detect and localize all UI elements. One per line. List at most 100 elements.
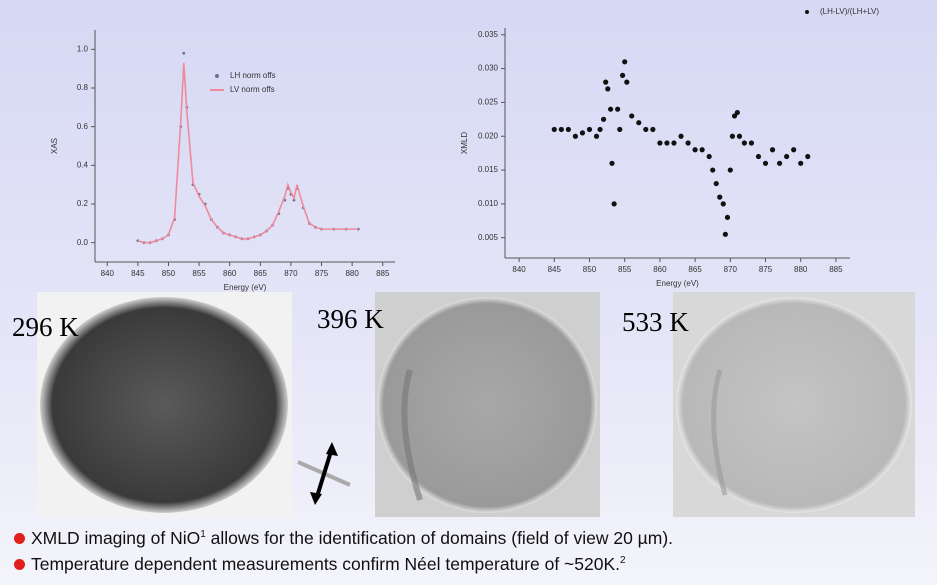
y-tick-label: 0.8 <box>77 83 89 92</box>
data-point <box>724 214 731 221</box>
data-point <box>551 126 557 133</box>
y-tick-label: 0.030 <box>478 64 499 73</box>
data-point <box>748 140 755 146</box>
data-point <box>624 79 630 85</box>
data-point <box>615 106 621 112</box>
figure: 296 K 396 K 533 K 840 845 850 855 860 865 870 8… <box>12 7 915 517</box>
y-tick-label: 0.2 <box>77 199 89 208</box>
data-point <box>805 153 811 160</box>
image-label: 533 K <box>622 307 689 337</box>
data-point <box>609 160 615 166</box>
data-point <box>629 113 635 119</box>
y-tick-label: 0.035 <box>478 30 499 39</box>
data-point <box>611 201 617 207</box>
data-point <box>710 167 716 173</box>
legend-swatch <box>215 74 219 78</box>
x-axis-label: Energy (eV) <box>656 279 699 288</box>
data-point <box>292 198 296 202</box>
data-point <box>664 140 670 146</box>
x-tick-label: 845 <box>548 265 562 274</box>
data-point <box>593 133 600 139</box>
x-tick-label: 865 <box>688 265 702 274</box>
x-tick-label: 880 <box>794 265 808 274</box>
data-point <box>678 133 684 139</box>
y-tick-label: 0.015 <box>478 165 499 174</box>
x-tick-label: 860 <box>653 265 667 274</box>
data-point <box>699 147 705 153</box>
x-tick-label: 875 <box>315 269 329 278</box>
y-axis-label: XAS <box>50 138 59 154</box>
y-tick-label: 0.0 <box>77 238 89 247</box>
data-point <box>784 153 790 160</box>
x-tick-label: 860 <box>223 269 237 278</box>
bullet-text: allows for the identification of domains… <box>205 528 674 548</box>
y-tick-label: 0.025 <box>478 98 499 107</box>
x-axis-label: Energy (eV) <box>224 283 267 292</box>
y-tick-label: 0.020 <box>478 131 499 140</box>
domain-image <box>676 297 912 513</box>
domain-wall <box>401 369 423 501</box>
data-point <box>657 140 663 146</box>
bullet-text: Temperature dependent measurements confi… <box>31 554 621 574</box>
x-tick-label: 840 <box>101 269 115 278</box>
x-tick-label: 870 <box>724 265 738 274</box>
data-point <box>798 160 804 166</box>
data-point <box>586 126 593 133</box>
x-tick-label: 855 <box>618 265 632 274</box>
footnote: 1 <box>200 529 206 541</box>
data-point <box>600 116 607 122</box>
data-point <box>619 72 626 78</box>
data-point <box>685 140 691 146</box>
data-point <box>692 147 698 153</box>
data-point <box>565 126 571 133</box>
data-point <box>605 86 611 92</box>
data-point <box>579 130 586 136</box>
data-point <box>671 140 677 146</box>
data-point <box>558 126 564 133</box>
data-point <box>729 133 736 139</box>
x-tick-label: 840 <box>512 265 526 274</box>
image-label: 296 K <box>12 312 79 342</box>
domain-image <box>377 297 597 513</box>
domain-wall <box>711 369 728 496</box>
footnote: 2 <box>620 555 626 567</box>
y-tick-label: 0.6 <box>77 122 89 131</box>
data-point <box>608 106 614 112</box>
data-point <box>572 133 579 139</box>
bullet-text: XMLD imaging of NiO <box>31 528 201 548</box>
data-point <box>713 180 719 187</box>
data-point <box>762 160 769 166</box>
data-line <box>137 62 359 244</box>
x-tick-label: 870 <box>284 269 298 278</box>
legend-label: (LH-LV)/(LH+LV) <box>820 7 879 16</box>
data-point <box>650 126 656 133</box>
y-axis-label: XMLD <box>460 132 469 154</box>
x-tick-label: 865 <box>254 269 268 278</box>
data-point <box>741 140 747 146</box>
data-point <box>769 147 776 153</box>
data-point <box>622 59 628 65</box>
data-point <box>722 231 728 237</box>
data-point <box>643 126 649 133</box>
data-point <box>617 126 623 133</box>
x-tick-label: 885 <box>829 265 843 274</box>
data-point <box>636 120 642 126</box>
x-tick-label: 880 <box>345 269 359 278</box>
domain-image <box>40 297 288 513</box>
polarization-arrows <box>297 442 351 505</box>
legend-swatch <box>805 10 809 14</box>
data-point <box>706 153 712 160</box>
data-point <box>734 109 740 116</box>
data-point <box>182 51 186 55</box>
x-tick-label: 850 <box>162 269 176 278</box>
data-point <box>727 167 733 173</box>
x-tick-label: 875 <box>759 265 773 274</box>
image-label: 396 K <box>317 304 384 334</box>
bullet: Temperature dependent measurements confi… <box>14 554 626 575</box>
legend-label: LV norm offs <box>230 85 275 94</box>
bullet: XMLD imaging of NiO1 allows for the iden… <box>14 528 673 549</box>
y-tick-label: 0.005 <box>478 233 499 242</box>
data-point <box>776 160 783 166</box>
y-tick-label: 0.010 <box>478 199 499 208</box>
